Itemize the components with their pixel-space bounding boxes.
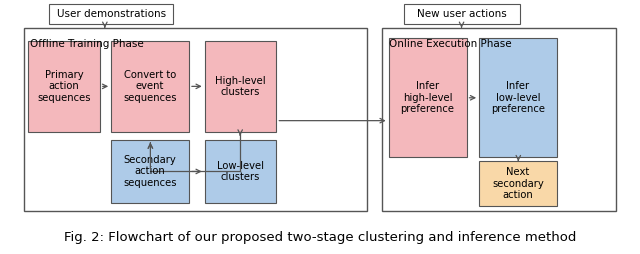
Text: Offline Training Phase: Offline Training Phase [30,39,144,49]
Text: Infer
high-level
preference: Infer high-level preference [401,81,454,114]
FancyBboxPatch shape [404,4,520,24]
FancyBboxPatch shape [111,41,189,132]
Text: Secondary
action
sequences: Secondary action sequences [124,155,177,188]
Text: Online Execution Phase: Online Execution Phase [388,39,511,49]
Text: New user actions: New user actions [417,9,507,19]
FancyBboxPatch shape [28,41,100,132]
FancyBboxPatch shape [111,140,189,203]
FancyBboxPatch shape [388,38,467,157]
FancyBboxPatch shape [479,38,557,157]
Text: Convert to
event
sequences: Convert to event sequences [124,70,177,103]
Text: Fig. 2: Flowchart of our proposed two-stage clustering and inference method: Fig. 2: Flowchart of our proposed two-st… [64,231,576,244]
Text: Next
secondary
action: Next secondary action [492,167,544,200]
Text: User demonstrations: User demonstrations [56,9,166,19]
FancyBboxPatch shape [205,41,276,132]
Text: High-level
clusters: High-level clusters [215,75,266,97]
FancyBboxPatch shape [205,140,276,203]
FancyBboxPatch shape [382,28,616,211]
Text: Infer
low-level
preference: Infer low-level preference [491,81,545,114]
FancyBboxPatch shape [479,161,557,206]
Text: Primary
action
sequences: Primary action sequences [37,70,91,103]
FancyBboxPatch shape [49,4,173,24]
FancyBboxPatch shape [24,28,367,211]
Text: Low-level
clusters: Low-level clusters [217,161,264,182]
